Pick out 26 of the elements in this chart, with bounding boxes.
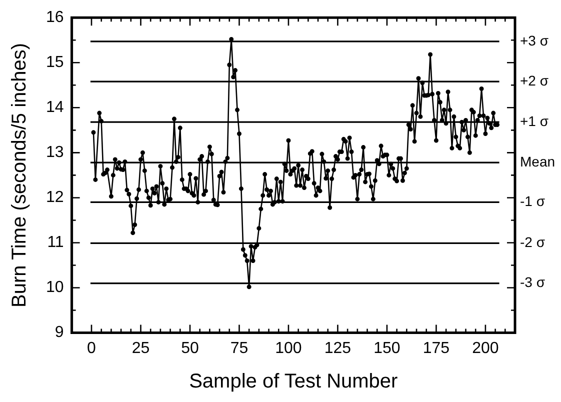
y-tick-label: 9 xyxy=(54,324,64,342)
ref-line-label: +2 σ xyxy=(520,72,549,88)
x-tick-label: 75 xyxy=(230,340,248,357)
x-tick-label: 150 xyxy=(374,340,400,357)
x-tick-label: 125 xyxy=(324,340,352,357)
ref-line-label: -1 σ xyxy=(520,193,546,210)
ref-line-label: +3 σ xyxy=(520,32,549,48)
y-tick-label: 13 xyxy=(46,144,64,162)
ref-line-label: -3 σ xyxy=(520,274,546,290)
x-tick-label: 200 xyxy=(472,340,499,357)
y-tick-label: 12 xyxy=(46,189,64,206)
y-tick-label: 10 xyxy=(46,279,64,296)
x-tick-label: 175 xyxy=(422,340,450,357)
y-tick-label: 14 xyxy=(46,99,64,116)
ref-line-label: -2 σ xyxy=(520,234,546,250)
y-tick-label: 15 xyxy=(46,54,64,72)
y-tick-label: 11 xyxy=(47,234,64,252)
y-axis-title: Burn Time (seconds/5 inches) xyxy=(8,42,31,308)
x-tick-label: 0 xyxy=(87,340,96,357)
ref-line-label: +1 σ xyxy=(520,112,549,129)
y-tick-label: 16 xyxy=(46,9,64,26)
ref-line-label: Mean xyxy=(520,153,556,170)
x-axis-title: Sample of Test Number xyxy=(189,370,398,393)
x-tick-label: 100 xyxy=(275,340,302,357)
x-tick-label: 25 xyxy=(132,340,150,357)
x-tick-label: 50 xyxy=(181,340,199,357)
